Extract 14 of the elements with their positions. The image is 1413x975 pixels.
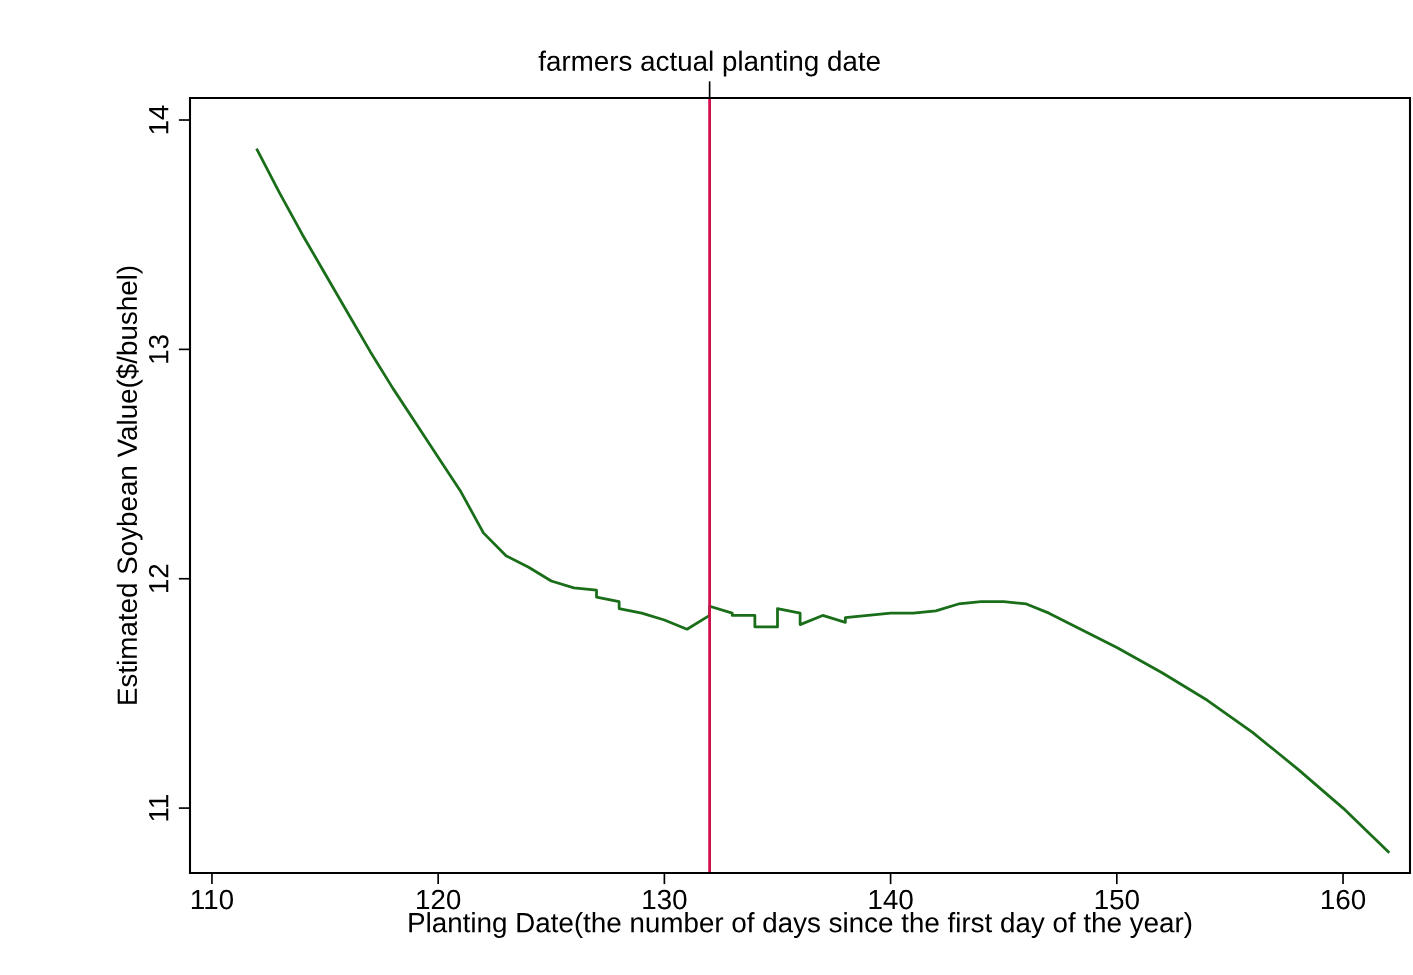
x-tick-label: 130 xyxy=(643,889,687,910)
y-tick-label: 14 xyxy=(149,105,169,134)
x-axis-title: Planting Date(the number of days since the first day of the year) xyxy=(409,912,1192,938)
x-tick-label: 160 xyxy=(1321,889,1366,910)
y-axis-title: Estimated Soybean Value($/bushel) xyxy=(116,266,143,704)
x-tick-label: 150 xyxy=(1095,889,1139,910)
y-tick-label: 12 xyxy=(148,564,169,593)
line-series xyxy=(255,148,1390,854)
y-tick-label: 13 xyxy=(148,335,169,363)
x-tick-label: 110 xyxy=(191,889,234,910)
x-tick-label: 140 xyxy=(869,889,913,910)
x-tick-label: 120 xyxy=(417,889,461,910)
y-tick-label: 11 xyxy=(149,795,169,821)
ref-line-label: farmers actual planting date xyxy=(538,50,880,77)
